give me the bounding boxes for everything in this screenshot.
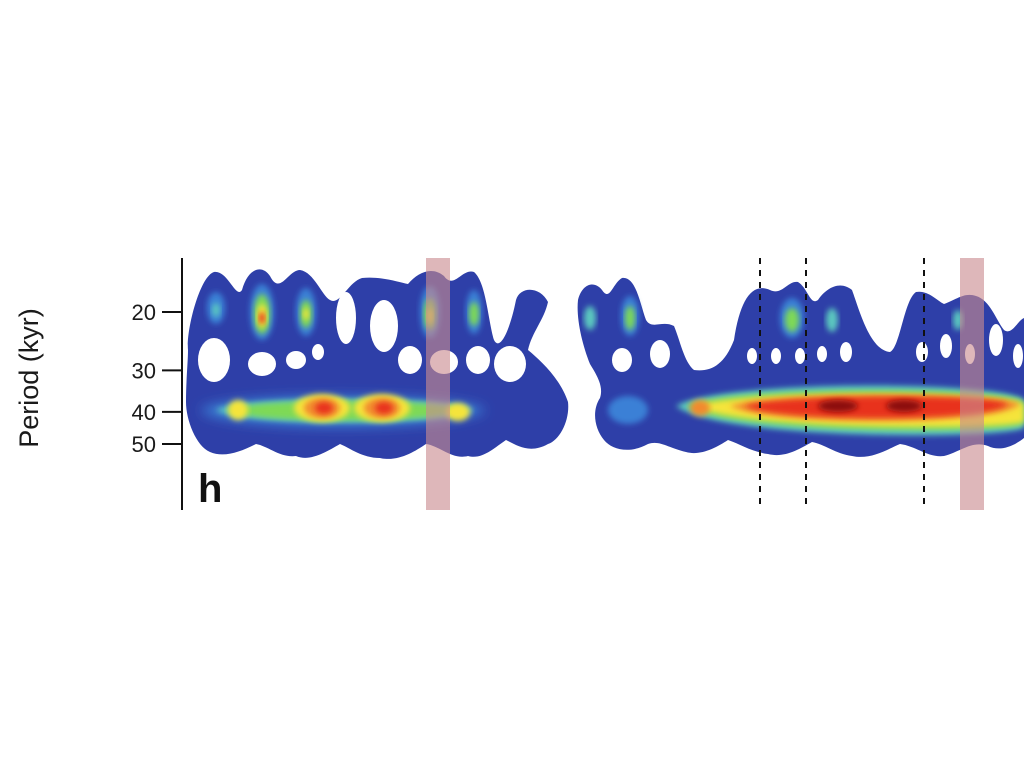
y-tick-label-40: 40	[132, 400, 156, 425]
heatmap-contours	[186, 269, 1024, 459]
gap-regions	[198, 292, 1023, 382]
highlight-interval-2	[960, 258, 984, 510]
panel-label: h	[198, 467, 222, 511]
y-tick-label-50: 50	[132, 432, 156, 457]
y-axis-title: Period (kyr)	[14, 308, 44, 448]
band-40kyr	[200, 385, 1024, 436]
y-tick-label-30: 30	[132, 358, 156, 383]
y-axis-ticks: 20 30 40 50	[132, 300, 182, 457]
highlight-interval-1	[426, 258, 450, 510]
y-tick-label-20: 20	[132, 300, 156, 325]
highlighted-intervals	[426, 258, 984, 510]
dashed-markers	[759, 258, 925, 510]
